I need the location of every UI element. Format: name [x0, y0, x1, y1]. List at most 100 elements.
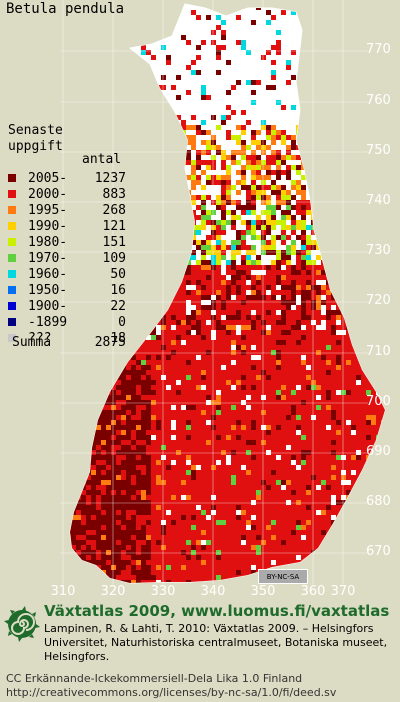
grid-cell [316, 280, 321, 285]
grid-cell [326, 205, 331, 210]
grid-cell [151, 80, 156, 85]
grid-cell [131, 155, 136, 160]
grid-cell [131, 260, 136, 265]
grid-cell [126, 130, 131, 135]
grid-cell [286, 320, 291, 325]
grid-cell [331, 200, 336, 205]
grid-cell [261, 200, 266, 205]
grid-cell [191, 490, 196, 495]
grid-cell [216, 330, 221, 335]
grid-cell [276, 310, 281, 315]
grid-cell [276, 280, 281, 285]
grid-cell [111, 390, 116, 395]
grid-cell [96, 485, 101, 490]
grid-cell [206, 310, 211, 315]
grid-cell [236, 375, 241, 380]
grid-cell [271, 400, 276, 405]
grid-cell [286, 215, 291, 220]
grid-cell [76, 425, 81, 430]
grid-cell [216, 390, 221, 395]
grid-cell [101, 380, 106, 385]
grid-cell [266, 330, 271, 335]
grid-cell [226, 365, 231, 370]
grid-cell [211, 280, 216, 285]
grid-cell [191, 200, 196, 205]
grid-cell [301, 435, 306, 440]
grid-cell [271, 365, 276, 370]
grid-cell [151, 125, 156, 130]
grid-cell [206, 210, 211, 215]
grid-cell [206, 450, 211, 455]
grid-cell [226, 160, 231, 165]
grid-cell [186, 65, 191, 70]
grid-cell [286, 275, 291, 280]
grid-cell [376, 280, 381, 285]
grid-cell [211, 375, 216, 380]
grid-cell [201, 210, 206, 215]
grid-cell [211, 370, 216, 375]
grid-cell [256, 380, 261, 385]
grid-cell [226, 310, 231, 315]
grid-cell [256, 210, 261, 215]
grid-cell [266, 195, 271, 200]
grid-cell [101, 45, 106, 50]
grid-cell [166, 170, 171, 175]
grid-cell [321, 475, 326, 480]
grid-cell [301, 260, 306, 265]
grid-cell [176, 335, 181, 340]
grid-cell [261, 285, 266, 290]
grid-cell [151, 420, 156, 425]
grid-cell [71, 125, 76, 130]
grid-cell [171, 215, 176, 220]
grid-cell [356, 255, 361, 260]
grid-cell [276, 410, 281, 415]
grid-cell [136, 485, 141, 490]
grid-cell [76, 410, 81, 415]
grid-cell [251, 405, 256, 410]
grid-cell [251, 350, 256, 355]
grid-cell [166, 190, 171, 195]
grid-cell [221, 130, 226, 135]
grid-cell [241, 415, 246, 420]
grid-cell [356, 90, 361, 95]
grid-cell [201, 425, 206, 430]
grid-cell [266, 340, 271, 345]
grid-cell [316, 295, 321, 300]
grid-cell [331, 235, 336, 240]
grid-cell [206, 180, 211, 185]
grid-cell [196, 230, 201, 235]
grid-cell [306, 165, 311, 170]
grid-cell [236, 420, 241, 425]
grid-cell [206, 455, 211, 460]
grid-cell [371, 180, 376, 185]
grid-cell [221, 160, 226, 165]
grid-cell [276, 130, 281, 135]
grid-cell [86, 430, 91, 435]
grid-cell [361, 275, 366, 280]
grid-cell [91, 400, 96, 405]
grid-cell [216, 455, 221, 460]
grid-cell [281, 480, 286, 485]
grid-cell [311, 295, 316, 300]
grid-cell [206, 220, 211, 225]
grid-cell [206, 95, 211, 100]
grid-cell [301, 145, 306, 150]
grid-cell [356, 465, 361, 470]
grid-cell [226, 260, 231, 265]
grid-cell [136, 475, 141, 480]
grid-cell [256, 220, 261, 225]
grid-cell [336, 210, 341, 215]
grid-cell [96, 465, 101, 470]
grid-cell [246, 205, 251, 210]
grid-cell [356, 275, 361, 280]
grid-cell [216, 230, 221, 235]
grid-cell [216, 215, 221, 220]
grid-cell [171, 395, 176, 400]
grid-cell [236, 80, 241, 85]
grid-cell [356, 320, 361, 325]
grid-cell [386, 430, 391, 435]
grid-cell [356, 125, 361, 130]
grid-cell [266, 415, 271, 420]
grid-cell [261, 245, 266, 250]
grid-cell [156, 125, 161, 130]
